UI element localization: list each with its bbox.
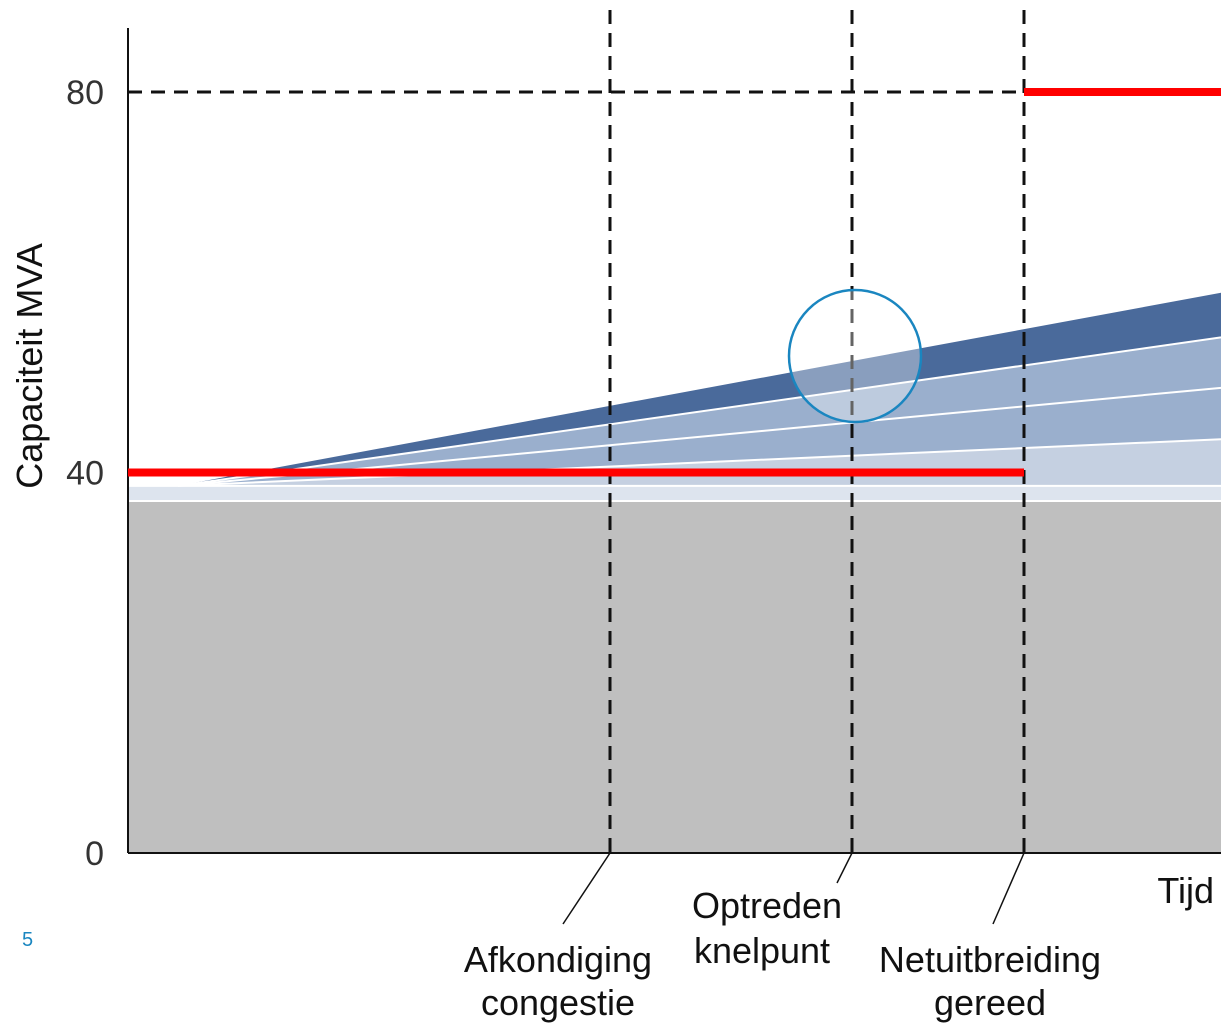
event-label-line: knelpunt bbox=[694, 930, 830, 971]
event-leader-netuitbreiding bbox=[992, 852, 1025, 925]
base-band bbox=[128, 485, 1221, 502]
event-label-line: Afkondiging bbox=[464, 939, 652, 980]
base-area bbox=[128, 501, 1221, 853]
x-axis-label: Tijd bbox=[1157, 870, 1214, 911]
y-axis-label: Capaciteit MVA bbox=[9, 243, 50, 488]
event-label-line: Optreden bbox=[692, 885, 842, 926]
scenario-fan bbox=[128, 292, 1221, 503]
event-lines bbox=[608, 10, 1026, 853]
page-number: 5 bbox=[22, 929, 33, 951]
event-leader-afkondiging bbox=[562, 852, 611, 925]
highlight-circle bbox=[787, 288, 923, 424]
event-label-line: congestie bbox=[481, 982, 635, 1023]
capacity-lines bbox=[128, 88, 1221, 477]
event-label-line: gereed bbox=[934, 982, 1046, 1023]
event-label-netuitbreiding: Netuitbreiding gereed bbox=[879, 852, 1101, 1023]
y-tick-label: 0 bbox=[85, 835, 104, 873]
event-label-line: Netuitbreiding bbox=[879, 939, 1101, 980]
event-label-knelpunt: Optreden knelpunt bbox=[692, 852, 853, 971]
y-tick-label: 40 bbox=[66, 455, 104, 493]
y-tick-labels: 0 40 80 bbox=[66, 74, 104, 873]
event-leader-knelpunt bbox=[836, 852, 853, 884]
fan-divider bbox=[177, 336, 1221, 487]
event-label-afkondiging: Afkondiging congestie bbox=[464, 852, 652, 1023]
fan-divider bbox=[177, 438, 1221, 487]
y-tick-label: 80 bbox=[66, 74, 104, 112]
